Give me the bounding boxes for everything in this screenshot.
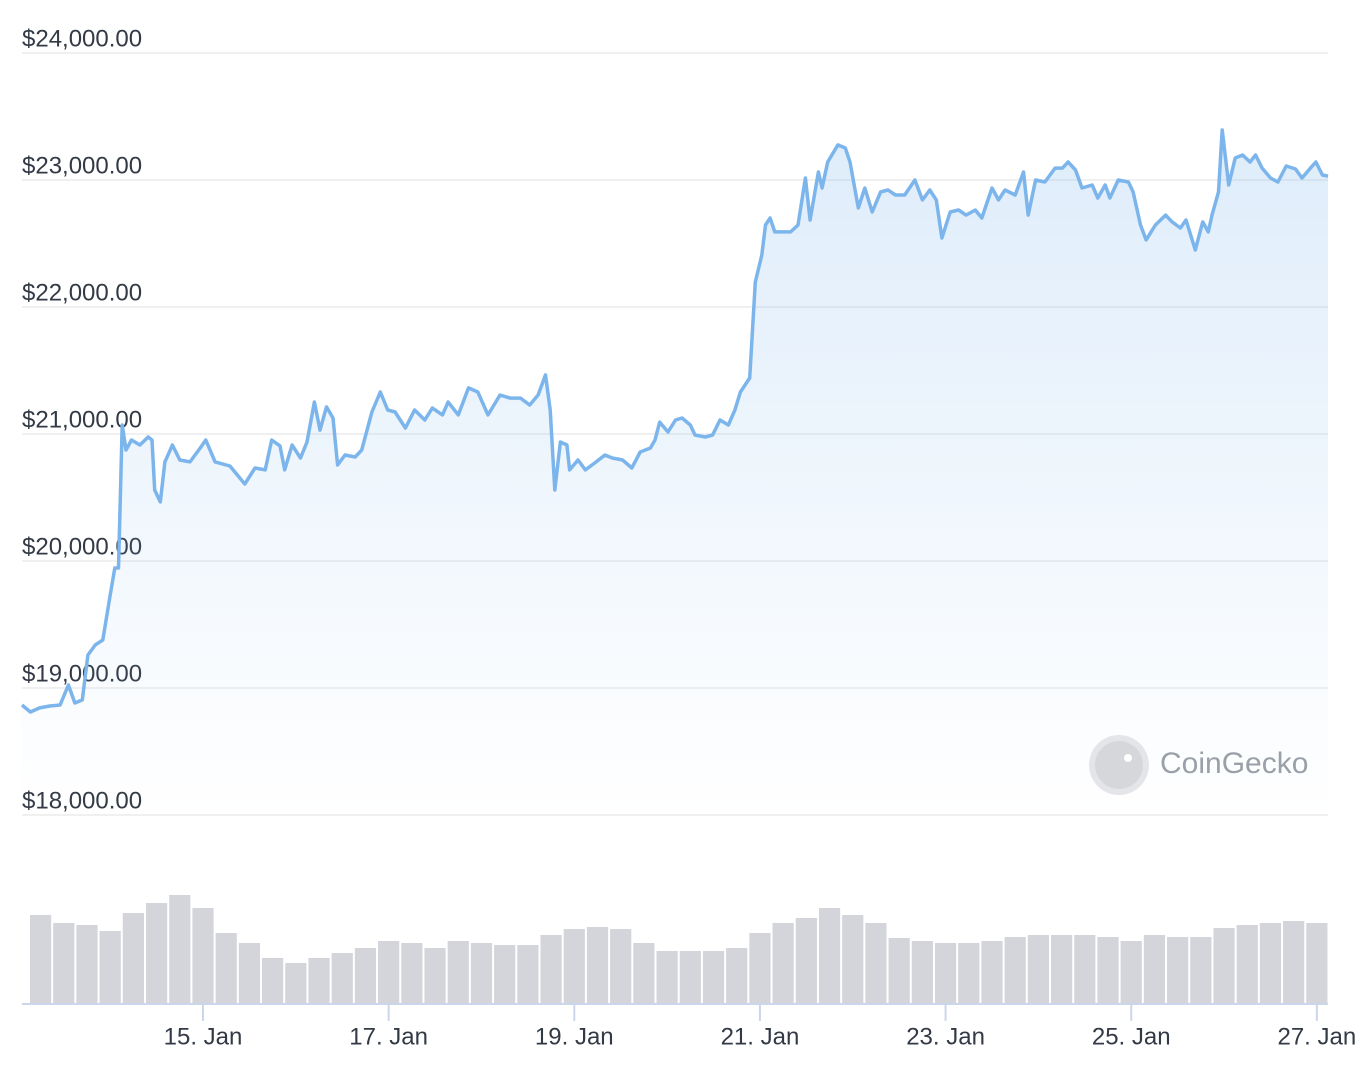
volume-bar (1050, 935, 1073, 1003)
watermark: CoinGecko (1160, 747, 1308, 780)
y-tick-label: $23,000.00 (22, 152, 142, 179)
volume-bar (1143, 935, 1166, 1003)
volume-bar (1027, 935, 1049, 1003)
x-tick-label: 21. Jan (721, 1023, 800, 1050)
volume-bar (29, 915, 52, 1003)
volume-bar (424, 948, 446, 1003)
y-tick-label: $22,000.00 (22, 279, 142, 306)
volume-bar (378, 941, 400, 1003)
volume-bar (1259, 923, 1282, 1003)
y-tick-label: $24,000.00 (22, 25, 142, 52)
volume-bar (401, 943, 423, 1003)
volume-bar (1213, 928, 1235, 1003)
volume-bar (610, 929, 632, 1003)
volume-bar (1097, 937, 1119, 1003)
volume-bar (308, 958, 330, 1003)
volume-bar (354, 948, 377, 1003)
volume-bar (1120, 941, 1142, 1003)
volume-bar (262, 958, 284, 1003)
volume-bar (749, 933, 771, 1003)
volume-bar (981, 941, 1003, 1003)
volume-bar (958, 943, 980, 1003)
volume-bar (285, 963, 307, 1003)
volume-bar (76, 925, 98, 1003)
x-tick-label: 15. Jan (164, 1023, 243, 1050)
volume-bar (842, 915, 864, 1003)
volume-bar (818, 908, 841, 1003)
area (22, 130, 1328, 815)
x-tick-label: 17. Jan (349, 1023, 428, 1050)
volume-bar (99, 931, 121, 1003)
volume-bar (192, 908, 214, 1003)
x-tick-label: 25. Jan (1092, 1023, 1171, 1050)
volume-bar (215, 933, 237, 1003)
volume-bar (540, 935, 562, 1003)
volume-bar (331, 953, 353, 1003)
volume-bar (447, 941, 469, 1003)
volume-bar (1283, 921, 1305, 1003)
volume-bar (888, 938, 910, 1003)
volume-bar (1004, 937, 1026, 1003)
volume-bar (563, 929, 585, 1003)
volume-bar (865, 923, 887, 1003)
x-tick-label: 19. Jan (535, 1023, 614, 1050)
volume-bar (702, 951, 725, 1003)
volume-bar (169, 895, 191, 1003)
volume-bar (470, 943, 493, 1003)
volume-bar (772, 923, 794, 1003)
volume-bar (122, 913, 144, 1003)
volume-bar (494, 945, 516, 1003)
volume-bar (656, 951, 678, 1003)
price-line (20, 128, 1329, 714)
volume-bar (238, 943, 261, 1003)
volume-bar (1306, 923, 1328, 1003)
volume-bar (795, 918, 817, 1003)
volume-bar (911, 941, 933, 1003)
volume-bar (53, 923, 75, 1003)
x-tick-label: 23. Jan (906, 1023, 985, 1050)
volume-bar (1167, 937, 1189, 1003)
volume-bar (1236, 925, 1258, 1003)
volume-bar (1190, 937, 1212, 1003)
volume-bar (633, 943, 655, 1003)
volume-bar (145, 903, 168, 1003)
x-tick-label: 27. Jan (1277, 1023, 1356, 1050)
volume-bar (1074, 935, 1096, 1003)
volume-bar (517, 945, 539, 1003)
volume-bar (679, 951, 701, 1003)
volume-bar (934, 943, 957, 1003)
volume-bar (586, 927, 609, 1003)
volume-bar (726, 948, 748, 1003)
watermark-logo (1089, 735, 1149, 795)
